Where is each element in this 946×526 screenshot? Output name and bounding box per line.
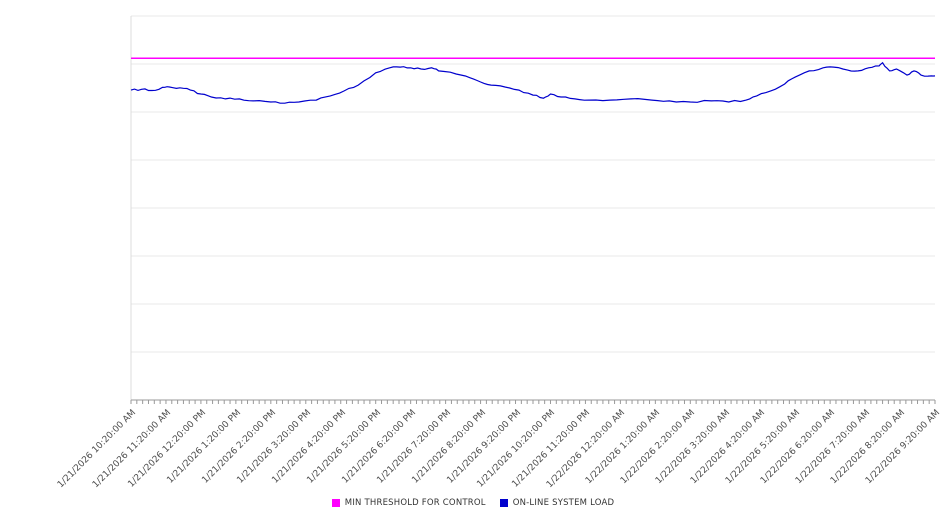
x-axis-label: 1/22/2026 8:20:00 AM: [828, 408, 908, 487]
load-legend-swatch: [499, 499, 508, 507]
x-axis-label: 1/21/2026 9:20:00 PM: [444, 408, 523, 486]
x-axis-label: 1/21/2026 3:20:00 PM: [235, 408, 313, 486]
x-axis-label: 1/21/2026 8:20:00 PM: [410, 408, 488, 486]
x-axis-label: 1/22/2026 4:20:00 AM: [689, 408, 768, 487]
x-axis-label: 1/21/2026 11:20:00 AM: [90, 408, 174, 491]
x-axis-label: 1/22/2026 7:20:00 AM: [794, 408, 873, 487]
x-axis-label: 1/21/2026 7:20:00 PM: [375, 408, 453, 486]
x-axis-label: 1/22/2026 6:20:00 AM: [759, 408, 838, 487]
x-axis-label: 1/21/2026 10:20:00 PM: [475, 408, 558, 490]
x-axis-label: 1/22/2026 3:20:00 AM: [654, 408, 733, 487]
x-axis-label: 1/21/2026 2:20:00 PM: [200, 408, 278, 486]
x-axis-label: 1/22/2026 12:20:00 AM: [545, 408, 628, 491]
legend-item-min-threshold: MIN THRESHOLD FOR CONTROL: [331, 498, 486, 508]
threshold-legend-swatch: [331, 499, 340, 507]
legend-item-system-load: ON-LINE SYSTEM LOAD: [499, 498, 615, 508]
load-legend-label: ON-LINE SYSTEM LOAD: [512, 498, 615, 508]
x-axis-label: 1/21/2026 1:20:00 PM: [165, 408, 243, 486]
x-axis-label: 1/22/2026 5:20:00 AM: [724, 408, 803, 487]
chart-plot-area: [130, 15, 936, 404]
system-load-line: [130, 61, 936, 104]
x-axis-label: 1/21/2026 4:20:00 PM: [270, 408, 348, 486]
x-axis-label: 1/22/2026 2:20:00 AM: [619, 408, 698, 487]
chart-legend: MIN THRESHOLD FOR CONTROL ON-LINE SYSTEM…: [0, 498, 946, 508]
x-axis-label: 1/21/2026 11:20:00 PM: [510, 408, 593, 490]
x-axis-label: 1/21/2026 5:20:00 PM: [305, 408, 383, 486]
threshold-legend-label: MIN THRESHOLD FOR CONTROL: [344, 498, 486, 508]
x-axis-label: 1/21/2026 10:20:00 AM: [55, 408, 139, 491]
x-axis-label: 1/22/2026 9:20:00 AM: [863, 408, 943, 487]
x-axis-label: 1/22/2026 1:20:00 AM: [584, 408, 663, 487]
x-axis-label: 1/21/2026 12:20:00 PM: [126, 408, 208, 490]
x-axis-label: 1/21/2026 6:20:00 PM: [340, 408, 418, 486]
